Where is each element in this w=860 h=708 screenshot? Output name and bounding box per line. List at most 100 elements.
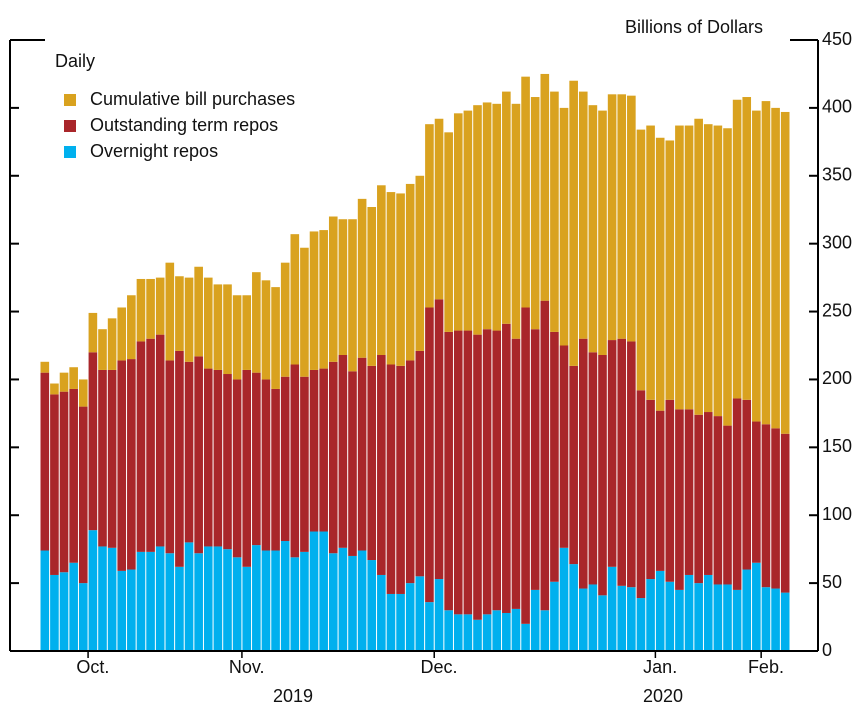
- bar-segment: [492, 330, 502, 611]
- bar-segment: [723, 425, 732, 585]
- bar-segment: [665, 399, 675, 582]
- bar-segment: [588, 105, 598, 353]
- bar-segment: [98, 546, 107, 651]
- bar-segment: [434, 299, 444, 580]
- legend-label: Overnight repos: [90, 141, 218, 161]
- bar-segment: [396, 593, 405, 651]
- bar-segment: [675, 125, 684, 410]
- bar-segment: [780, 111, 790, 434]
- bar-segment: [319, 531, 328, 651]
- legend-title: Daily: [55, 51, 95, 71]
- bar-segment: [646, 399, 655, 580]
- bar-segment: [530, 97, 540, 330]
- bar-segment: [328, 553, 338, 651]
- bar-segment: [386, 593, 396, 651]
- bar-segment: [578, 338, 588, 589]
- bar-segment: [732, 589, 742, 651]
- bar-segment: [213, 546, 223, 651]
- bar-segment: [780, 592, 790, 651]
- bar-segment: [771, 588, 780, 651]
- bar-segment: [694, 414, 703, 584]
- bar-segment: [521, 76, 530, 308]
- bar-segment: [703, 124, 713, 413]
- bar-segment: [473, 105, 482, 335]
- bar-segment: [550, 581, 559, 651]
- bar-segment: [598, 110, 607, 356]
- bar-segment: [752, 421, 761, 563]
- bar-segment: [415, 350, 425, 577]
- bar-segment: [165, 262, 175, 361]
- bar-segment: [40, 361, 50, 373]
- bar-segment: [290, 234, 300, 365]
- bar-segment: [713, 125, 723, 417]
- bar-segment: [588, 584, 598, 651]
- bar-segment: [261, 379, 271, 551]
- bar-segment: [723, 128, 732, 426]
- bar-segment: [213, 284, 223, 370]
- bar-segment: [146, 338, 155, 552]
- bar-segment: [175, 276, 184, 351]
- bar-segment: [732, 99, 742, 399]
- legend-label: Outstanding term repos: [90, 115, 278, 135]
- x-tick-label: Nov.: [229, 657, 265, 677]
- x-tick-label: Oct.: [76, 657, 109, 677]
- bar-segment: [655, 137, 665, 411]
- bar-segment: [367, 560, 377, 651]
- bar-segment: [550, 331, 559, 582]
- bar-segment: [175, 566, 184, 651]
- bar-segment: [223, 549, 232, 651]
- bar-segment: [694, 583, 703, 651]
- bar-segment: [617, 585, 627, 651]
- bar-segment: [578, 588, 588, 651]
- bar-segment: [780, 433, 790, 593]
- bar-segment: [136, 551, 146, 651]
- bar-segment: [684, 409, 694, 575]
- bar-segment: [117, 360, 127, 571]
- bar-segment: [338, 219, 348, 356]
- bar-segment: [530, 589, 540, 651]
- bar-segment: [482, 329, 492, 615]
- bar-segment: [665, 581, 675, 651]
- bar-segment: [713, 416, 723, 585]
- bar-segment: [107, 318, 117, 370]
- bar-segment: [232, 379, 242, 558]
- bar-segment: [386, 192, 396, 365]
- bar-segment: [771, 428, 780, 589]
- bar-segment: [453, 330, 463, 615]
- bar-segment: [569, 80, 578, 366]
- bar-segment: [482, 614, 492, 651]
- bar-segment: [165, 360, 175, 554]
- y-tick-label: 450: [822, 29, 852, 49]
- bar-segment: [761, 101, 771, 425]
- bar-segment: [348, 555, 357, 651]
- bar-segment: [530, 329, 540, 590]
- bar-segment: [242, 566, 252, 651]
- bar-segment: [300, 376, 309, 552]
- bar-segment: [703, 574, 713, 651]
- bar-segment: [252, 545, 261, 651]
- bar-segment: [636, 129, 646, 391]
- bar-segment: [761, 424, 771, 588]
- bar-segment: [752, 562, 761, 651]
- x-tick-label: Feb.: [748, 657, 784, 677]
- y-tick-label: 350: [822, 165, 852, 185]
- bar-segment: [338, 355, 348, 548]
- bar-segment: [434, 579, 444, 651]
- bar-segment: [40, 550, 50, 651]
- bar-segment: [703, 412, 713, 575]
- bar-segment: [588, 352, 598, 585]
- bar-segment: [511, 608, 521, 651]
- y-tick-label: 250: [822, 300, 852, 320]
- bar-segment: [117, 307, 127, 361]
- bar-segment: [319, 230, 328, 369]
- bar-segment: [617, 94, 627, 339]
- bar-segment: [405, 183, 415, 361]
- bar-segment: [540, 300, 550, 611]
- bar-segment: [636, 390, 646, 599]
- year-label: 2020: [643, 686, 683, 706]
- bar-segment: [482, 102, 492, 330]
- bar-segment: [69, 388, 78, 563]
- bar-segment: [569, 564, 578, 651]
- bar-segment: [453, 113, 463, 331]
